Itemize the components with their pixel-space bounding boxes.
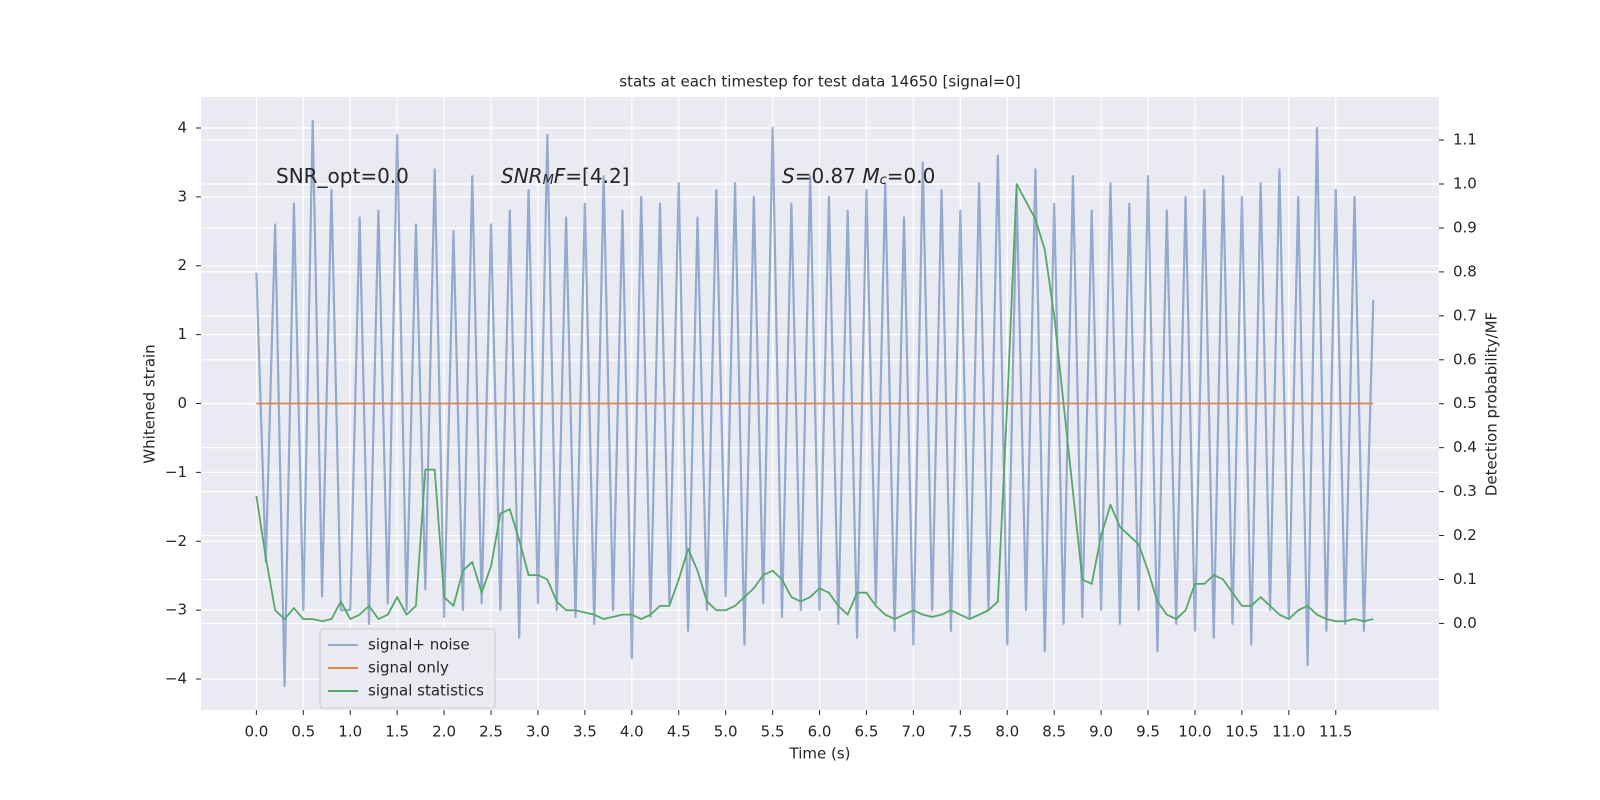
y2-tick-label: 0.8 — [1453, 262, 1477, 280]
annotation-part: SNR — [501, 164, 543, 188]
annotation: S=0.87 Mc=0.0 — [782, 164, 935, 188]
y2-tick-label: 0.4 — [1453, 438, 1477, 456]
annotation: SNRMF=[4.2] — [501, 164, 629, 188]
legend-box — [319, 628, 496, 709]
y2-tick-label: 0.3 — [1453, 482, 1477, 500]
y-tick-label: −3 — [165, 601, 187, 619]
x-tick-label: 1.5 — [385, 723, 409, 741]
annotation-part: S — [782, 164, 795, 188]
series-line — [255, 120, 1375, 687]
x-tick-label: 2.5 — [479, 723, 503, 741]
x-tick-label: 8.0 — [995, 723, 1019, 741]
x-tick-label: 5.5 — [761, 723, 785, 741]
x-tick-label: 9.0 — [1089, 723, 1113, 741]
y-tick-label: 1 — [177, 325, 187, 343]
annotation-part: =0.87 — [795, 164, 863, 188]
annotation-part: c — [880, 173, 887, 188]
x-tick-label: 4.0 — [620, 723, 644, 741]
y2-tick-label: 1.0 — [1453, 175, 1477, 193]
y2-tick-label: 1.1 — [1453, 131, 1477, 149]
y-tick-label: −4 — [165, 670, 187, 688]
x-tick-label: 8.5 — [1042, 723, 1066, 741]
x-tick-label: 9.5 — [1136, 723, 1160, 741]
y2-axis-label: Detection probability/MF — [1483, 312, 1501, 496]
x-tick-label: 3.0 — [526, 723, 550, 741]
y-tick-label: 0 — [177, 394, 187, 412]
y-axis-label: Whitened strain — [141, 344, 159, 463]
chart-title: stats at each timestep for test data 146… — [619, 73, 1020, 91]
x-tick-label: 2.0 — [432, 723, 456, 741]
x-tick-label: 0.5 — [291, 723, 315, 741]
y2-tick-label: 0.2 — [1453, 526, 1477, 544]
legend-label: signal statistics — [368, 682, 484, 700]
x-tick-label: 6.5 — [855, 723, 879, 741]
x-tick-label: 4.5 — [667, 723, 691, 741]
legend-label: signal+ noise — [368, 636, 470, 654]
x-tick-label: 5.0 — [714, 723, 738, 741]
x-tick-label: 6.0 — [808, 723, 832, 741]
y2-tick-label: 0.7 — [1453, 306, 1477, 324]
annotation-part: M — [543, 173, 554, 188]
y-tick-label: 4 — [177, 118, 187, 136]
x-tick-label: 10.0 — [1178, 723, 1211, 741]
annotation-part: =0.0 — [887, 164, 936, 188]
y2-tick-label: 0.0 — [1453, 614, 1477, 632]
legend-label: signal only — [368, 659, 449, 677]
x-tick-label: 3.5 — [573, 723, 597, 741]
series-line — [255, 183, 1374, 623]
annotation-part: SNR_opt=0.0 — [276, 164, 409, 188]
x-tick-label: 11.5 — [1319, 723, 1352, 741]
y-tick-label: 3 — [177, 187, 187, 205]
y-tick-label: −2 — [165, 532, 187, 550]
y2-tick-label: 0.1 — [1453, 570, 1477, 588]
x-tick-label: 0.0 — [244, 723, 268, 741]
annotation-part: =[4.2] — [565, 164, 629, 188]
y2-tick-label: 0.9 — [1453, 218, 1477, 236]
x-tick-label: 7.5 — [948, 723, 972, 741]
annotation: SNR_opt=0.0 — [276, 164, 409, 188]
y-tick-label: 2 — [177, 256, 187, 274]
x-tick-label: 1.0 — [338, 723, 362, 741]
y2-tick-label: 0.5 — [1453, 394, 1477, 412]
x-tick-label: 10.5 — [1225, 723, 1258, 741]
y-tick-label: −1 — [165, 463, 187, 481]
annotation-part: M — [862, 164, 879, 188]
x-axis-label: Time (s) — [789, 745, 851, 763]
x-tick-label: 7.0 — [901, 723, 925, 741]
y2-tick-label: 0.6 — [1453, 350, 1477, 368]
annotation-part: F — [554, 164, 566, 188]
x-tick-label: 11.0 — [1272, 723, 1305, 741]
